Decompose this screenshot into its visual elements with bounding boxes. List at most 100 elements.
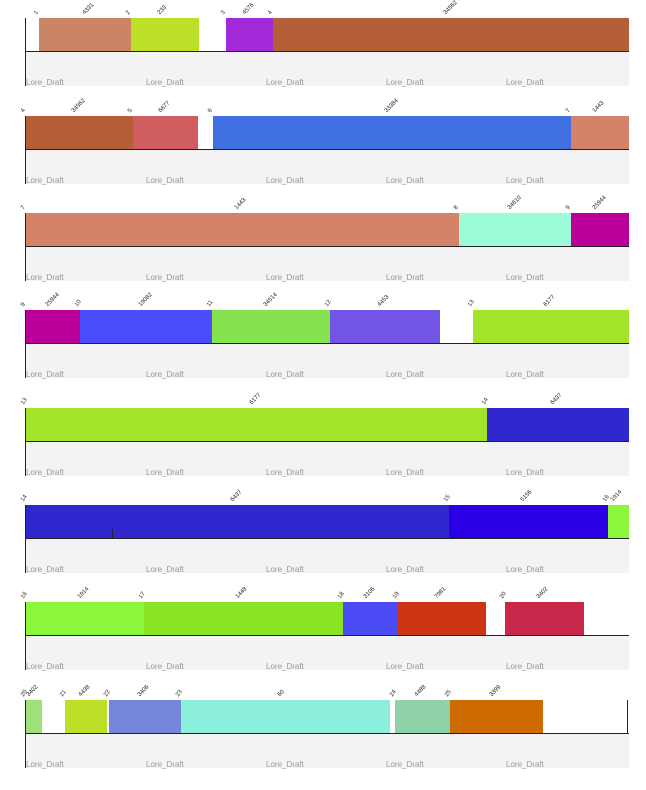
track-row: 9 25944 10 19082 11 34514 12 4453 13 6177 Lore_Dra…	[0, 292, 646, 400]
sequence-block[interactable]	[143, 602, 344, 635]
sequence-block[interactable]	[504, 602, 585, 635]
sequence-block[interactable]	[570, 213, 629, 246]
track-axis-line	[26, 635, 629, 636]
sequence-block[interactable]	[343, 602, 399, 635]
track-axis-line	[26, 538, 629, 539]
block-number-label: 2	[125, 9, 132, 16]
sequence-block[interactable]	[487, 408, 629, 441]
track-background-band	[26, 539, 629, 573]
watermark-label: Lore_Draft	[26, 662, 64, 671]
position-marker	[111, 529, 113, 538]
watermark-label: Lore_Draft	[506, 273, 544, 282]
watermark-label: Lore_Draft	[146, 78, 184, 87]
watermark-label: Lore_Draft	[386, 468, 424, 477]
sequence-block[interactable]	[26, 213, 459, 246]
watermark-label: Lore_Draft	[146, 468, 184, 477]
sequence-block[interactable]	[131, 18, 200, 51]
watermark-label: Lore_Draft	[386, 662, 424, 671]
block-number-label: 14	[20, 494, 29, 503]
watermark-label: Lore_Draft	[26, 565, 64, 574]
watermark-label: Lore_Draft	[146, 370, 184, 379]
track-row: 14 6437 15 5156 16 1914 Lore_Draft Lore_Draft Lo…	[0, 489, 646, 595]
watermark-label: Lore_Draft	[26, 78, 64, 87]
watermark-label: Lore_Draft	[506, 176, 544, 185]
sequence-block[interactable]	[330, 310, 441, 343]
block-length-label: 4331	[81, 2, 96, 16]
track-row: 4 34562 5 6677 6 33384 7 1443 Lore_Draft Lore_Dra…	[0, 98, 646, 206]
sequence-block[interactable]	[180, 700, 390, 733]
sequence-block[interactable]	[26, 310, 81, 343]
track-row: 7 1443 8 34610 9 25944 Lore_Draft Lore_Draft Lor…	[0, 195, 646, 303]
track-background-band	[26, 734, 629, 768]
watermark-label: Lore_Draft	[266, 760, 304, 769]
track-left-edge	[25, 602, 26, 670]
track-axis-line	[26, 51, 629, 52]
track-background-band	[26, 442, 629, 476]
block-length-label: 34562	[442, 0, 459, 16]
sequence-block[interactable]	[26, 505, 450, 538]
watermark-label: Lore_Draft	[26, 176, 64, 185]
track-row: 16 1914 17 1448 18 3106 19 7981 20 3402 Lore_Draft…	[0, 586, 646, 692]
block-number-label: 6	[206, 107, 214, 114]
sequence-block[interactable]	[450, 700, 544, 733]
sequence-block[interactable]	[26, 602, 144, 635]
track-axis-line	[26, 441, 629, 442]
sequence-block[interactable]	[458, 213, 571, 246]
sequence-block[interactable]	[132, 116, 199, 149]
sequence-block[interactable]	[108, 700, 181, 733]
sequence-block[interactable]	[211, 310, 331, 343]
block-number-label: 15	[443, 494, 452, 503]
sequence-block[interactable]	[38, 18, 141, 51]
track-left-edge	[25, 700, 26, 768]
watermark-label: Lore_Draft	[146, 662, 184, 671]
sequence-block[interactable]	[212, 116, 571, 149]
track-background-band	[26, 247, 629, 281]
sequence-block[interactable]	[64, 700, 107, 733]
sequence-block[interactable]	[449, 505, 608, 538]
track-left-edge	[25, 408, 26, 476]
genome-track-panel: 1 4331 2 233 3 4576 4 34562 Lore_Draft Lore_Draft…	[0, 0, 646, 769]
track-left-edge	[25, 213, 26, 281]
watermark-label: Lore_Draft	[266, 565, 304, 574]
watermark-label: Lore_Draft	[506, 468, 544, 477]
watermark-label: Lore_Draft	[266, 176, 304, 185]
sequence-block[interactable]	[80, 310, 212, 343]
track-axis-line	[26, 343, 629, 344]
watermark-label: Lore_Draft	[146, 176, 184, 185]
track-background-band	[26, 150, 629, 184]
watermark-label: Lore_Draft	[386, 370, 424, 379]
sequence-block[interactable]	[226, 18, 274, 51]
watermark-label: Lore_Draft	[26, 370, 64, 379]
track-background-band	[26, 344, 629, 378]
watermark-label: Lore_Draft	[506, 370, 544, 379]
track-background-band	[26, 52, 629, 86]
sequence-block[interactable]	[26, 700, 42, 733]
block-number-label: 3	[220, 9, 228, 16]
watermark-label: Lore_Draft	[506, 565, 544, 574]
watermark-label: Lore_Draft	[506, 760, 544, 769]
sequence-block[interactable]	[473, 310, 629, 343]
sequence-block[interactable]	[394, 700, 451, 733]
sequence-block[interactable]	[607, 505, 629, 538]
sequence-block[interactable]	[26, 408, 487, 441]
watermark-label: Lore_Draft	[386, 78, 424, 87]
sequence-block[interactable]	[570, 116, 629, 149]
track-left-edge	[25, 116, 26, 184]
watermark-label: Lore_Draft	[26, 468, 64, 477]
block-number-label: 16	[20, 591, 29, 600]
watermark-label: Lore_Draft	[146, 273, 184, 282]
sequence-block[interactable]	[26, 116, 133, 149]
block-number-label: 1	[32, 9, 40, 16]
block-length-label: 233	[156, 4, 169, 16]
block-number-label: 5	[127, 107, 134, 114]
sequence-block[interactable]	[398, 602, 487, 635]
track-axis-line	[26, 149, 629, 150]
watermark-label: Lore_Draft	[266, 370, 304, 379]
watermark-label: Lore_Draft	[386, 176, 424, 185]
watermark-label: Lore_Draft	[146, 760, 184, 769]
track-left-edge	[25, 505, 26, 573]
track-axis-line	[26, 246, 629, 247]
sequence-block[interactable]	[273, 18, 629, 51]
watermark-label: Lore_Draft	[26, 760, 64, 769]
block-number-label: 4	[267, 9, 274, 16]
